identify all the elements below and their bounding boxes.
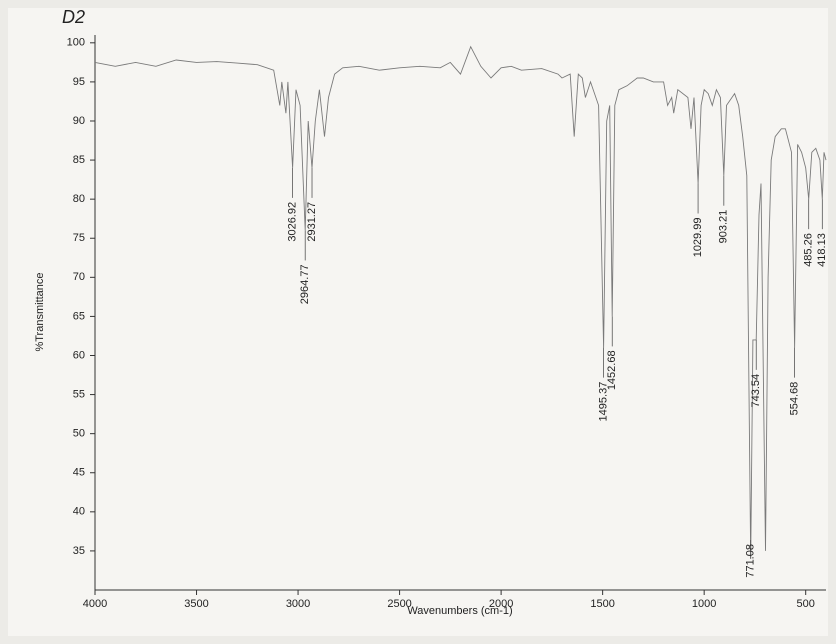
peak-label: 554.68 xyxy=(788,382,800,416)
peak-label: 2931.27 xyxy=(306,202,318,242)
chart-title: D2 xyxy=(62,7,85,27)
peak-label: 485.26 xyxy=(803,233,815,267)
peak-label: 3026.92 xyxy=(286,202,298,242)
peak-label: 418.13 xyxy=(816,233,828,267)
x-tick-label: 500 xyxy=(797,598,815,610)
peak-label: 743.54 xyxy=(750,374,762,408)
peak-label: 771.08 xyxy=(745,544,757,578)
y-tick-label: 45 xyxy=(73,467,85,479)
y-tick-label: 55 xyxy=(73,388,85,400)
x-tick-label: 3000 xyxy=(286,598,310,610)
x-tick-label: 3500 xyxy=(184,598,208,610)
x-tick-label: 2000 xyxy=(489,598,513,610)
x-tick-label: 1000 xyxy=(692,598,716,610)
x-axis-label: Wavenumbers (cm-1) xyxy=(407,605,512,617)
y-tick-label: 60 xyxy=(73,349,85,361)
peak-label: 1029.99 xyxy=(692,218,704,258)
peak-label: 903.21 xyxy=(718,210,730,244)
y-tick-label: 100 xyxy=(67,37,85,49)
y-tick-label: 90 xyxy=(73,115,85,127)
peak-label: 2964.77 xyxy=(299,264,311,304)
y-tick-label: 50 xyxy=(73,428,85,440)
y-tick-label: 35 xyxy=(73,545,85,557)
y-tick-label: 80 xyxy=(73,193,85,205)
y-tick-label: 95 xyxy=(73,76,85,88)
peak-label: 1452.68 xyxy=(606,350,618,390)
paper xyxy=(8,8,828,636)
spectrum-line xyxy=(94,45,827,559)
x-tick-label: 2500 xyxy=(387,598,411,610)
y-tick-label: 70 xyxy=(73,271,85,283)
y-tick-label: 65 xyxy=(73,310,85,322)
peak-label: 1495.37 xyxy=(597,382,609,422)
y-axis-label: %Transmittance xyxy=(34,272,46,351)
x-tick-label: 1500 xyxy=(590,598,614,610)
x-tick-label: 4000 xyxy=(83,598,107,610)
y-tick-label: 40 xyxy=(73,506,85,518)
y-tick-label: 75 xyxy=(73,232,85,244)
y-tick-label: 85 xyxy=(73,154,85,166)
